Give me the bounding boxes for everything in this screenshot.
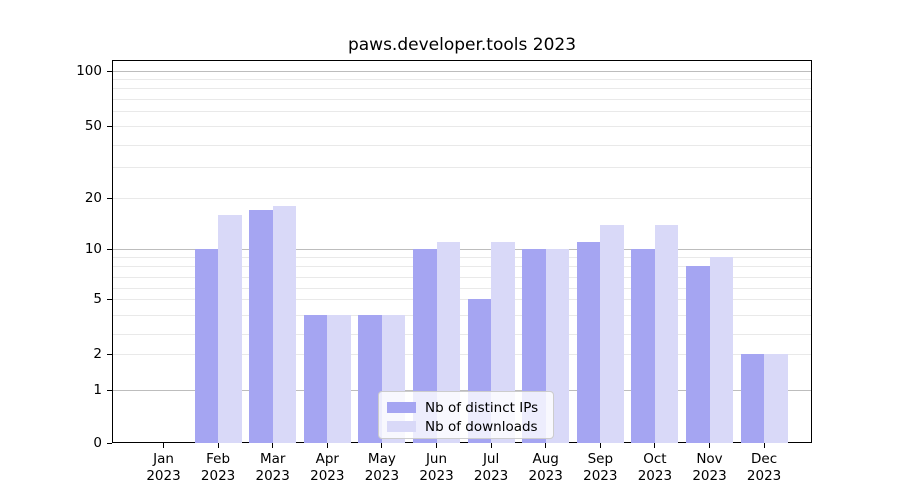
y-tick-mark (107, 299, 112, 300)
bar-downloads (654, 225, 679, 443)
x-tick-label: Jan 2023 (146, 451, 181, 484)
x-tick-mark (217, 443, 219, 448)
x-tick-label: Aug 2023 (528, 451, 563, 484)
gridline-minor (113, 288, 811, 289)
y-tick-mark (107, 249, 112, 250)
y-tick-mark (107, 198, 112, 199)
legend-label-downloads: Nb of downloads (425, 418, 538, 435)
gridline-minor (113, 167, 811, 168)
bar-downloads (709, 257, 733, 443)
y-tick-label: 1 (93, 382, 102, 398)
gridline-minor (113, 277, 811, 278)
legend-entry-downloads: Nb of downloads (387, 417, 545, 436)
legend-entry-distinct-ips: Nb of distinct IPs (387, 398, 545, 417)
gridline-minor (113, 126, 811, 127)
bar-downloads (600, 225, 624, 443)
gridline-minor (113, 266, 811, 267)
x-tick-mark (763, 443, 765, 448)
bar-distinct-ips (358, 315, 382, 443)
y-tick-label: 20 (84, 190, 102, 206)
gridline-minor (113, 88, 811, 89)
bar-distinct-ips (740, 354, 765, 443)
gridline-minor (113, 145, 811, 146)
x-tick-mark (163, 443, 164, 448)
x-tick-label: Nov 2023 (692, 451, 727, 484)
bar-distinct-ips (631, 249, 655, 443)
x-tick-mark (709, 443, 710, 448)
legend-swatch-distinct-ips (387, 402, 416, 413)
x-tick-mark (436, 443, 437, 448)
x-tick-mark (381, 443, 383, 448)
x-tick-label: Oct 2023 (637, 451, 673, 484)
gridline-minor (113, 111, 811, 112)
gridline-minor (113, 99, 811, 100)
y-tick-mark (107, 126, 112, 127)
gridline-minor (113, 315, 811, 316)
x-tick-mark (272, 443, 274, 448)
gridline-major (113, 71, 811, 72)
bar-downloads (327, 315, 351, 443)
y-tick-mark (107, 71, 112, 72)
bar-distinct-ips (686, 266, 710, 443)
x-tick-label: Apr 2023 (310, 451, 345, 484)
x-tick-label: Sep 2023 (583, 451, 618, 484)
y-tick-label: 100 (76, 63, 102, 79)
gridline-minor (113, 79, 811, 80)
x-tick-label: Feb 2023 (200, 451, 236, 484)
y-tick-label: 5 (93, 291, 102, 307)
bar-distinct-ips (576, 242, 601, 443)
bar-downloads (272, 206, 297, 443)
y-tick-label: 2 (93, 346, 102, 362)
gridline-minor (113, 299, 811, 300)
bar-distinct-ips (303, 315, 328, 443)
bar-downloads (218, 215, 242, 443)
x-tick-mark (599, 443, 601, 448)
legend-swatch-downloads (387, 421, 416, 432)
x-tick-mark (654, 443, 656, 448)
legend: Nb of distinct IPs Nb of downloads (378, 391, 554, 439)
x-tick-label: Dec 2023 (746, 451, 782, 484)
gridline-minor (113, 257, 811, 258)
plot-area (112, 60, 812, 443)
y-tick-mark (107, 443, 112, 444)
x-tick-mark (490, 443, 492, 448)
gridline-minor (113, 334, 811, 335)
y-tick-mark (107, 354, 112, 355)
y-tick-label: 50 (84, 118, 102, 134)
bar-downloads (764, 354, 788, 443)
y-tick-label: 0 (93, 435, 102, 451)
gridline-major (113, 390, 811, 391)
x-tick-mark (545, 443, 547, 448)
gridline-minor (113, 198, 811, 199)
bar-distinct-ips (194, 249, 219, 443)
legend-label-distinct-ips: Nb of distinct IPs (425, 399, 539, 416)
y-tick-mark (107, 390, 112, 391)
y-tick-label: 10 (84, 241, 102, 257)
x-tick-mark (326, 443, 328, 448)
gridline-minor (113, 354, 811, 355)
gridline-major (113, 249, 811, 250)
bar-distinct-ips (249, 210, 273, 443)
x-tick-label: Jul 2023 (473, 451, 509, 484)
chart-title: paws.developer.tools 2023 (347, 35, 577, 55)
x-tick-label: Jun 2023 (419, 451, 454, 484)
x-tick-label: May 2023 (364, 451, 400, 484)
x-tick-label: Mar 2023 (255, 451, 290, 484)
